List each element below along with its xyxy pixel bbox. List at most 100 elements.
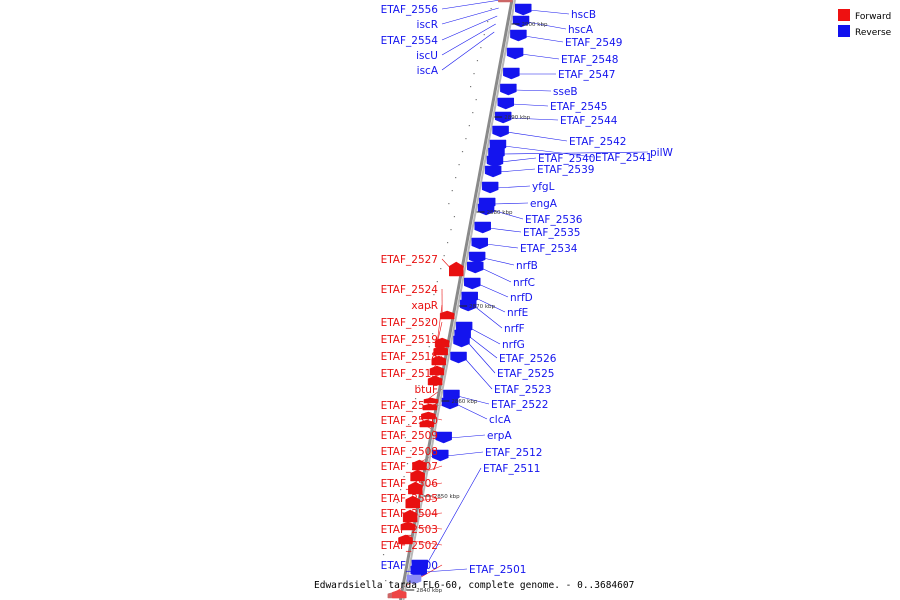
- gene-label-reverse[interactable]: ETAF_2544: [560, 115, 618, 127]
- gene-label-reverse[interactable]: ETAF_2549: [565, 37, 622, 49]
- gene-label-forward[interactable]: ETAF_2506: [381, 478, 439, 490]
- gene-label-reverse[interactable]: ETAF_2512: [485, 447, 542, 459]
- gene-glyph[interactable]: [453, 335, 470, 348]
- gene-label-forward[interactable]: ETAF_2502: [381, 540, 438, 552]
- gene-label-reverse[interactable]: ETAF_2534: [520, 243, 578, 255]
- gene-label-reverse[interactable]: ETAF_2545: [550, 101, 607, 113]
- gene-label-forward[interactable]: ETAF_2509: [381, 430, 438, 442]
- gene-glyph[interactable]: [392, 589, 407, 599]
- gene-label-reverse[interactable]: nrfG: [502, 339, 525, 351]
- gene-glyph[interactable]: [402, 509, 418, 523]
- gene-glyph[interactable]: [497, 97, 515, 110]
- gene-glyph[interactable]: [432, 449, 449, 462]
- gene-glyph[interactable]: [464, 277, 481, 290]
- gene-glyph[interactable]: [435, 431, 452, 444]
- gene-glyph[interactable]: [410, 469, 425, 482]
- gene-glyph[interactable]: [492, 125, 509, 138]
- gene-label-reverse[interactable]: ETAF_2536: [525, 214, 583, 226]
- gene-glyph[interactable]: [412, 459, 427, 471]
- gene-glyph[interactable]: [422, 403, 438, 411]
- gene-label-reverse[interactable]: ETAF_2525: [497, 368, 554, 380]
- gene-label-reverse[interactable]: ETAF_2542: [569, 136, 626, 148]
- gene-glyph[interactable]: [406, 574, 422, 585]
- gene-label-reverse[interactable]: ETAF_2541: [595, 152, 652, 164]
- gene-label-forward[interactable]: ETAF_2503: [381, 524, 438, 536]
- gene-glyph[interactable]: [468, 251, 486, 264]
- gene-label-reverse[interactable]: yfgL: [532, 181, 555, 193]
- gene-label-reverse[interactable]: engA: [530, 198, 558, 210]
- gene-label-reverse[interactable]: nrfF: [504, 323, 525, 335]
- gene-label-forward[interactable]: ETAF_2519: [381, 334, 438, 346]
- gene-label-reverse[interactable]: ETAF_2539: [537, 164, 594, 176]
- gene-label-forward[interactable]: ETAF_2524: [381, 284, 439, 296]
- gene-glyph[interactable]: [471, 237, 488, 250]
- gene-glyph[interactable]: [484, 165, 502, 178]
- gene-label-forward[interactable]: ETAF_2556: [381, 4, 439, 16]
- gene-label-forward[interactable]: iscU: [416, 50, 438, 62]
- gene-glyph[interactable]: [421, 411, 436, 420]
- gene-glyph[interactable]: [450, 351, 467, 364]
- gene-glyph[interactable]: [431, 355, 447, 366]
- gene-glyph[interactable]: [427, 375, 443, 386]
- gene-glyph[interactable]: [405, 495, 420, 509]
- gene-label-reverse[interactable]: nrfE: [507, 307, 528, 319]
- gene-label-forward[interactable]: ETAF_2500: [381, 560, 438, 572]
- gene-label-forward[interactable]: ETAF_2510: [381, 415, 438, 427]
- gene-glyph[interactable]: [429, 365, 445, 376]
- gene-glyph[interactable]: [494, 111, 512, 124]
- gene-label-reverse[interactable]: hscB: [571, 9, 596, 21]
- gene-glyph[interactable]: [481, 181, 499, 194]
- gene-glyph[interactable]: [506, 47, 524, 60]
- gene-glyph[interactable]: [433, 345, 448, 356]
- gene-label-reverse[interactable]: ETAF_2511: [483, 463, 540, 475]
- gene-glyph[interactable]: [449, 261, 464, 277]
- gene-glyph[interactable]: [400, 521, 416, 531]
- gene-label-reverse[interactable]: ETAF_2501: [469, 564, 526, 576]
- gene-glyph[interactable]: [500, 83, 517, 96]
- gene-glyph[interactable]: [434, 337, 450, 348]
- gene-label-reverse[interactable]: ETAF_2547: [558, 69, 615, 81]
- gene-glyph[interactable]: [423, 397, 439, 404]
- gene-label-reverse[interactable]: sseB: [553, 86, 578, 98]
- gene-glyph[interactable]: [439, 310, 455, 320]
- gene-label-reverse[interactable]: clcA: [489, 414, 511, 426]
- gene-label-reverse[interactable]: nrfB: [516, 260, 538, 272]
- gene-leader-line: [529, 9, 570, 15]
- gene-label-forward[interactable]: iscR: [417, 19, 438, 31]
- gene-label-reverse[interactable]: ETAF_2540: [538, 153, 595, 165]
- gene-label-forward[interactable]: ETAF_2513: [381, 400, 438, 412]
- gene-label-reverse[interactable]: ETAF_2548: [561, 54, 618, 66]
- gene-glyph[interactable]: [410, 565, 427, 578]
- gene-glyph[interactable]: [467, 261, 484, 274]
- gene-label-forward[interactable]: ETAF_2505: [381, 493, 438, 505]
- gene-label-forward[interactable]: iscA: [417, 65, 439, 77]
- gene-label-forward[interactable]: ETAF_2527: [381, 254, 438, 266]
- gene-glyph[interactable]: [419, 419, 435, 428]
- gene-glyph[interactable]: [408, 481, 423, 495]
- gene-label-reverse[interactable]: ETAF_2522: [491, 399, 548, 411]
- gene-label-reverse[interactable]: ETAF_2535: [523, 227, 580, 239]
- gene-glyph[interactable]: [515, 3, 532, 16]
- gene-label-forward[interactable]: xapR: [411, 300, 438, 312]
- gene-glyph[interactable]: [510, 29, 527, 42]
- gene-label-reverse[interactable]: pilW: [650, 147, 673, 159]
- gene-label-reverse[interactable]: nrfC: [513, 277, 535, 289]
- gene-label-forward[interactable]: ETAF_2554: [381, 35, 439, 47]
- gene-label-reverse[interactable]: hscA: [568, 24, 594, 36]
- gene-glyph[interactable]: [398, 534, 413, 545]
- gene-glyph[interactable]: [474, 221, 491, 234]
- gene-label-forward[interactable]: btuF: [415, 384, 438, 396]
- gene-label-reverse[interactable]: erpA: [487, 430, 512, 442]
- gene-label-forward[interactable]: ETAF_2504: [381, 508, 439, 520]
- gene-label-forward[interactable]: ETAF_2518: [381, 351, 438, 363]
- gene-label-forward[interactable]: ETAF_2520: [381, 317, 438, 329]
- gene-glyph[interactable]: [486, 155, 504, 168]
- gene-label-reverse[interactable]: nrfD: [510, 292, 533, 304]
- gene-label-forward[interactable]: ETAF_2508: [381, 446, 438, 458]
- gene-label-reverse[interactable]: ETAF_2523: [494, 384, 551, 396]
- gene-glyph[interactable]: [503, 67, 520, 80]
- gene-glyph[interactable]: [498, 0, 513, 3]
- gene-label-forward[interactable]: ETAF_2515: [381, 368, 438, 380]
- gene-label-forward[interactable]: ETAF_2507: [381, 461, 438, 473]
- gene-label-reverse[interactable]: ETAF_2526: [499, 353, 557, 365]
